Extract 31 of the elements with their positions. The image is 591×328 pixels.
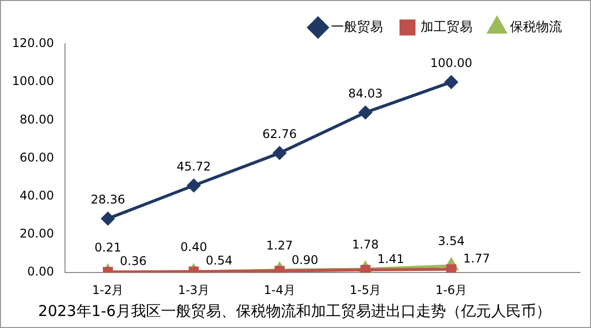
y-tick-label: 20.00 [20, 226, 54, 241]
data-label: 45.72 [176, 160, 211, 174]
data-label: 62.76 [262, 127, 297, 142]
data-label: 0.54 [206, 254, 232, 268]
y-tick-label: 100.00 [12, 74, 54, 88]
data-label: 100.00 [430, 56, 472, 70]
x-tick-label: 1-3月 [178, 282, 210, 297]
y-tick-label: 80.00 [20, 112, 54, 126]
y-tick-label: 120.00 [12, 36, 54, 50]
y-tick-label: 60.00 [20, 150, 54, 164]
y-tick-label: 40.00 [20, 188, 54, 203]
data-label: 0.36 [120, 254, 147, 268]
legend-label: 一般贸易 [331, 20, 383, 35]
legend-label: 加工贸易 [420, 20, 472, 35]
data-label: 84.03 [348, 86, 383, 101]
data-label: 3.54 [438, 234, 465, 248]
data-label: 1.78 [352, 237, 379, 252]
y-tick-label: 0.00 [27, 264, 54, 279]
x-tick-label: 1-4月 [264, 282, 296, 297]
data-label: 1.27 [266, 238, 293, 252]
data-label: 1.77 [463, 251, 490, 266]
x-tick-label: 1-5月 [350, 282, 382, 297]
data-label: 1.41 [377, 252, 404, 266]
text: 2023年1-6月我区一般贸易、保税物流和加工贸易进出口走势（亿元人民币） [38, 302, 551, 320]
x-tick-label: 1-2月 [92, 282, 124, 297]
legend-label: 保税物流 [510, 18, 562, 35]
data-label: 0.90 [292, 253, 318, 268]
data-label: 28.36 [90, 192, 126, 207]
x-tick-label: 1-6月 [435, 282, 468, 297]
data-label: 0.40 [180, 240, 208, 254]
data-label: 0.21 [94, 240, 122, 254]
